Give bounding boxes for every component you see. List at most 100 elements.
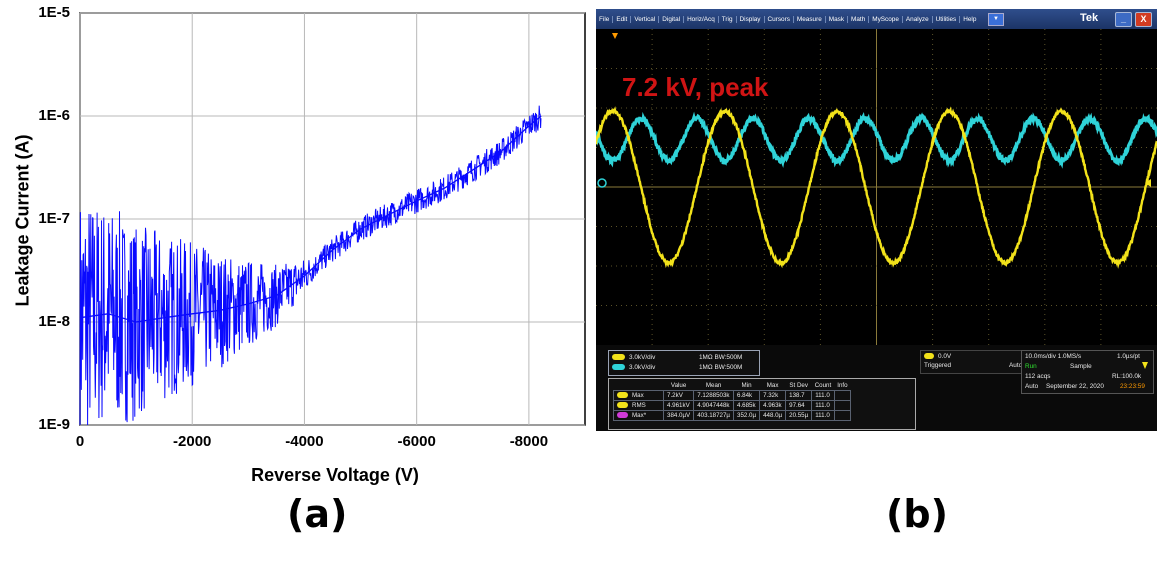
menu-item-myscope[interactable]: MyScope [868,15,902,23]
menu-item-horiz-acq[interactable]: Horiz/Acq [683,15,718,23]
meas-mean: 403.18727µ [693,410,735,421]
y-tick-label: 1E-6 [38,107,70,124]
meas-name: Max* [613,410,664,421]
time-stamp: 23:23:59 [1120,383,1145,390]
menu-item-analyze[interactable]: Analyze [901,15,932,23]
meas-header: Mean [705,382,722,389]
trigger-level-marker [1145,179,1151,187]
meas-value: 4.961kV [662,400,695,411]
meas-channel-badge [617,402,628,409]
leakage-series-noise [79,105,542,426]
meas-header: St Dev [789,382,808,389]
meas-max: 4.963k [759,400,787,411]
waveform-plot [596,29,1157,345]
menu-dropdown-icon[interactable]: ▼ [988,13,1004,26]
trigger-state: Triggered [924,362,952,369]
timebase-box[interactable]: 10.0ms/div 1.0MS/s 1.0µs/pt Run Sample 1… [1021,350,1154,394]
menu-item-vertical[interactable]: Vertical [630,15,658,23]
meas-count: 111.0 [811,400,835,411]
ch1-impedance: 1MΩ [699,354,713,361]
menu-item-measure[interactable]: Measure [792,15,825,23]
panel-label-a: (a) [287,492,348,536]
acquisition-count: 112 acqs [1025,373,1051,380]
ch1-scale: 3.0kV/div [629,354,656,361]
menu-item-display[interactable]: Display [735,15,764,23]
meas-channel-badge [617,392,628,399]
horizontal-scale: 10.0ms/div 1.0MS/s [1025,353,1082,360]
scope-menu-bar: File Edit Vertical Digital Horiz/Acq Trig Disp… [596,9,1157,29]
y-axis-label: Leakage Current (A) [12,134,33,307]
trigger-mode: Auto [1009,362,1023,369]
ch2-badge [612,364,625,371]
y-tick-label: 1E-9 [38,416,70,433]
record-length: RL:100.0k [1112,373,1142,380]
y-tick-label: 1E-7 [38,210,70,227]
x-axis-label: Reverse Voltage (V) [251,465,419,485]
menu-item-cursors[interactable]: Cursors [763,15,793,23]
meas-header: Min [741,382,752,389]
meas-value: 384.0µV [662,410,695,421]
waveform-ch2 [596,111,1157,169]
meas-row: Max 7.2kV 7.1288503k 6.84k 7.32k 138.7 111.0 [613,390,852,401]
meas-info [833,410,852,421]
x-tick-label: 0 [75,433,85,450]
menu-item-file[interactable]: File [599,15,610,23]
trigger-position-marker [612,33,618,39]
channel-settings-box[interactable]: 3.0kV/div 1MΩ BW:500M 3.0kV/div 1MΩ BW:5… [608,350,760,376]
meas-min: 352.0µ [733,410,761,421]
meas-count: 111.0 [811,390,835,401]
ch2-impedance: 1MΩ [699,364,713,371]
meas-stdev: 20.55µ [785,410,813,421]
waveform-ch1 [596,106,1157,269]
minimize-button[interactable]: _ [1115,12,1132,27]
meas-mean: 4.9047448k [693,400,735,411]
meas-max: 7.32k [759,390,787,401]
meas-max: 448.0µ [759,410,787,421]
menu-item-utilities[interactable]: Utilities [931,15,960,23]
menu-item-trig[interactable]: Trig [717,15,736,23]
trigger-level: 0.0V [938,353,952,360]
menu-item-mask[interactable]: Mask [824,15,847,23]
meas-row: RMS 4.961kV 4.9047448k 4.685k 4.963k 97.64 111… [613,400,852,411]
ch2-scale: 3.0kV/div [629,364,656,371]
menu-item-help[interactable]: Help [959,15,979,23]
trigger-settings-box[interactable]: 0.0V Triggered Auto [920,350,1034,374]
meas-value: 7.2kV [662,390,695,401]
measurement-table: Value Mean Min Max St Dev Count Info Max 7.2kV 7.… [613,381,852,421]
x-tick-label: -2000 [173,433,212,450]
close-button[interactable]: X [1135,12,1152,27]
meas-name: RMS [613,400,664,411]
ch1-badge [612,354,625,361]
ch2-bandwidth: BW:500M [714,364,743,371]
x-tick-label: -4000 [285,433,324,450]
oscilloscope-screenshot: File Edit Vertical Digital Horiz/Acq Trig Disp… [596,9,1157,431]
menu-item-math[interactable]: Math [847,15,868,23]
meas-min: 6.84k [733,390,761,401]
meas-mean: 7.1288503k [693,390,735,401]
acquisition-mode: Sample [1070,363,1092,370]
peak-voltage-annotation: 7.2 kV, peak [622,72,769,102]
y-tick-label: 1E-8 [38,313,70,330]
meas-row: Max* 384.0µV 403.18727µ 352.0µ 448.0µ 20.55µ 1… [613,410,852,421]
trigger-source-badge [924,353,934,360]
x-tick-label: -8000 [509,433,549,450]
meas-info [833,400,852,411]
ch1-bandwidth: BW:500M [714,354,743,361]
date-stamp: September 22, 2020 [1046,383,1104,390]
y-tick-label: 1E-5 [38,4,70,21]
meas-name: Max [613,390,664,401]
brand-logo: Tek [1080,12,1099,24]
meas-count: 111.0 [811,410,835,421]
meas-stdev: 97.64 [785,400,813,411]
meas-stdev: 138.7 [785,390,813,401]
menu-item-edit[interactable]: Edit [612,15,630,23]
measurement-box[interactable]: Value Mean Min Max St Dev Count Info Max 7.2kV 7.… [608,378,916,430]
ch1-ground-marker [597,178,607,188]
meas-info [833,390,852,401]
auto-label: Auto [1025,383,1039,390]
meas-header: Max [766,382,779,389]
meas-min: 4.685k [733,400,761,411]
scope-grid [596,29,1157,345]
panel-label-b: (b) [886,492,948,536]
menu-item-digital[interactable]: Digital [658,15,683,23]
